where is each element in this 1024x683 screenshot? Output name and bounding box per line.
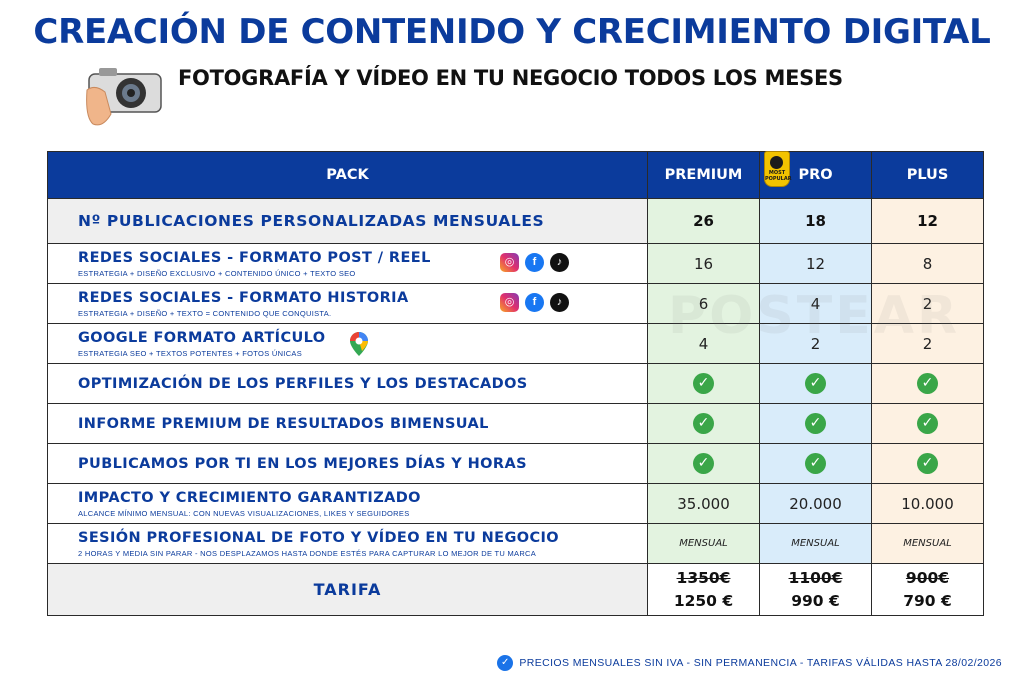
column-header-plus: PLUS [871, 151, 984, 199]
table-row: INFORME PREMIUM DE RESULTADOS BIMENSUAL … [47, 403, 984, 444]
pro-price: 1100€ 990 € [759, 563, 872, 616]
table-header-row: PACK PREMIUM MOST POPULAR PRO PLUS [47, 151, 984, 199]
feature-label: GOOGLE FORMATO ARTÍCULO [78, 329, 326, 346]
most-popular-badge-icon: MOST POPULAR [764, 151, 792, 187]
page-subtitle: FOTOGRAFÍA Y VÍDEO EN TU NEGOCIO TODOS L… [178, 66, 843, 90]
plus-value: MENSUAL [871, 523, 984, 564]
pro-value: ✓ [759, 443, 872, 484]
tiktok-icon: ♪ [550, 293, 569, 312]
badge-line-1: MOST [768, 170, 786, 176]
table-row: GOOGLE FORMATO ARTÍCULO ESTRATEGIA SEO +… [47, 323, 984, 364]
plus-value: ✓ [871, 363, 984, 404]
check-icon: ✓ [693, 453, 714, 474]
pricing-table: PACK PREMIUM MOST POPULAR PRO PLUS Nº PUB… [47, 151, 984, 616]
new-price: 990 € [791, 591, 840, 610]
table-row: Nº PUBLICACIONES PERSONALIZADAS MENSUALE… [47, 198, 984, 244]
plus-price: 900€ 790 € [871, 563, 984, 616]
instagram-icon: ◎ [500, 253, 519, 272]
old-price: 900€ [905, 568, 950, 587]
feature-label: INFORME PREMIUM DE RESULTADOS BIMENSUAL [78, 415, 489, 432]
feature-description: ESTRATEGIA + DISEÑO EXCLUSIVO + CONTENID… [78, 268, 356, 278]
badge-line-2: POPULAR [765, 175, 792, 182]
column-header-premium: PREMIUM [647, 151, 760, 199]
premium-value: ✓ [647, 363, 760, 404]
table-row: PUBLICAMOS POR TI EN LOS MEJORES DÍAS Y … [47, 443, 984, 484]
instagram-icon: ◎ [500, 293, 519, 312]
table-row: IMPACTO Y CRECIMIENTO GARANTIZADO ALCANC… [47, 483, 984, 524]
plus-value: ✓ [871, 403, 984, 444]
footer-text: PRECIOS MENSUALES SIN IVA - SIN PERMANEN… [519, 657, 1002, 669]
check-icon: ✓ [805, 373, 826, 394]
feature-description: 2 HORAS Y MEDIA SIN PARAR - NOS DESPLAZA… [78, 548, 537, 558]
facebook-icon: f [525, 293, 544, 312]
tarifa-label: TARIFA [47, 563, 648, 616]
footer-note: ✓ PRECIOS MENSUALES SIN IVA - SIN PERMAN… [497, 655, 1002, 671]
page-title: CREACIÓN DE CONTENIDO Y CRECIMIENTO DIGI… [33, 12, 991, 52]
pro-value: 2 [759, 323, 872, 364]
premium-price: 1350€ 1250 € [647, 563, 760, 616]
check-icon: ✓ [917, 413, 938, 434]
table-row: REDES SOCIALES - FORMATO HISTORIA ESTRAT… [47, 283, 984, 324]
camera-in-hand-icon [85, 62, 165, 139]
pro-value: 4 [759, 283, 872, 324]
new-price: 790 € [903, 591, 952, 610]
check-icon: ✓ [693, 413, 714, 434]
feature-label: IMPACTO Y CRECIMIENTO GARANTIZADO [78, 489, 421, 506]
feature-label: PUBLICAMOS POR TI EN LOS MEJORES DÍAS Y … [78, 455, 527, 472]
feature-description: ESTRATEGIA SEO + TEXTOS POTENTES + FOTOS… [78, 348, 303, 358]
premium-value: ✓ [647, 443, 760, 484]
feature-description: ESTRATEGIA + DISEÑO + TEXTO = CONTENIDO … [78, 308, 332, 318]
column-header-pro: MOST POPULAR PRO [759, 151, 872, 199]
premium-value: ✓ [647, 403, 760, 444]
plus-value: 10.000 [871, 483, 984, 524]
feature-label: REDES SOCIALES - FORMATO POST / REEL [78, 249, 431, 266]
pro-value: 20.000 [759, 483, 872, 524]
premium-value: 35.000 [647, 483, 760, 524]
feature-description: ALCANCE MÍNIMO MENSUAL: CON NUEVAS VISUA… [78, 508, 410, 518]
table-row: REDES SOCIALES - FORMATO POST / REEL EST… [47, 243, 984, 284]
new-price: 1250 € [673, 591, 734, 610]
feature-label: SESIÓN PROFESIONAL DE FOTO Y VÍDEO EN TU… [78, 529, 560, 546]
premium-value: 6 [647, 283, 760, 324]
plus-value: 8 [871, 243, 984, 284]
tarifa-row: TARIFA 1350€ 1250 € 1100€ 990 € 900€ 790… [47, 563, 984, 616]
premium-value: 26 [647, 198, 760, 244]
verified-badge-icon: ✓ [497, 655, 514, 671]
pro-value: ✓ [759, 363, 872, 404]
premium-value: 16 [647, 243, 760, 284]
pro-value: MENSUAL [759, 523, 872, 564]
check-icon: ✓ [917, 453, 938, 474]
check-icon: ✓ [805, 453, 826, 474]
plus-value: 2 [871, 323, 984, 364]
plus-value: 12 [871, 198, 984, 244]
google-maps-icon [350, 332, 368, 361]
pro-value: 12 [759, 243, 872, 284]
check-icon: ✓ [917, 373, 938, 394]
table-row: SESIÓN PROFESIONAL DE FOTO Y VÍDEO EN TU… [47, 523, 984, 564]
plus-value: 2 [871, 283, 984, 324]
column-header-pack: PACK [47, 151, 648, 199]
pro-value: ✓ [759, 403, 872, 444]
old-price: 1100€ [788, 568, 843, 587]
facebook-icon: f [525, 253, 544, 272]
old-price: 1350€ [676, 568, 731, 587]
premium-value: MENSUAL [647, 523, 760, 564]
check-icon: ✓ [805, 413, 826, 434]
feature-label: REDES SOCIALES - FORMATO HISTORIA [78, 289, 409, 306]
check-icon: ✓ [693, 373, 714, 394]
feature-label: OPTIMIZACIÓN DE LOS PERFILES Y LOS DESTA… [78, 375, 528, 392]
table-row: OPTIMIZACIÓN DE LOS PERFILES Y LOS DESTA… [47, 363, 984, 404]
column-header-pro-label: PRO [798, 167, 833, 183]
plus-value: ✓ [871, 443, 984, 484]
feature-label: Nº PUBLICACIONES PERSONALIZADAS MENSUALE… [78, 212, 545, 230]
pro-value: 18 [759, 198, 872, 244]
premium-value: 4 [647, 323, 760, 364]
tiktok-icon: ♪ [550, 253, 569, 272]
